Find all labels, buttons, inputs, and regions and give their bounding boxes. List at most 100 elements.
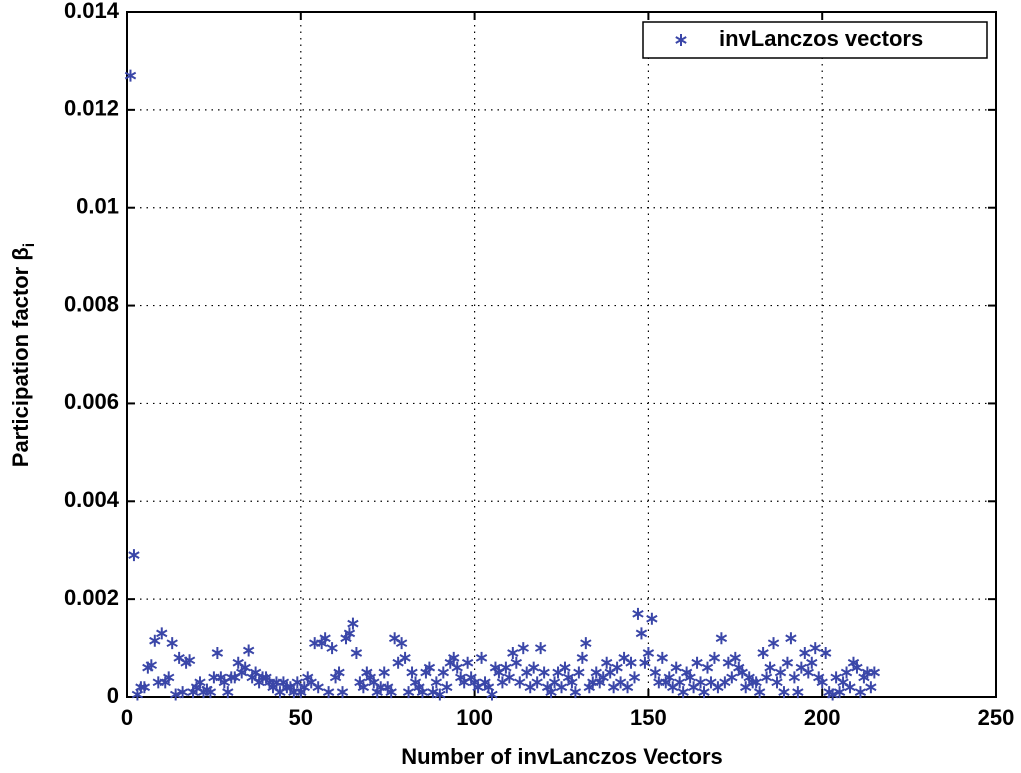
data-point: [204, 686, 217, 699]
data-point: [816, 676, 828, 689]
data-point: [774, 666, 787, 679]
x-tick-label: 100: [456, 705, 493, 730]
y-tick-label: 0.01: [76, 194, 119, 219]
data-point: [781, 656, 794, 669]
data-point: [760, 671, 773, 684]
x-tick-label: 200: [804, 705, 841, 730]
data-point: [809, 642, 821, 655]
data-point: [792, 686, 804, 699]
data-point: [559, 661, 571, 674]
plot-frame: [126, 11, 997, 698]
data-point: [844, 681, 856, 694]
data-point: [670, 661, 682, 674]
data-point: [771, 676, 783, 689]
data-point: [649, 666, 662, 679]
data-point: [785, 632, 797, 645]
data-point: [851, 661, 863, 674]
data-point: [399, 651, 411, 664]
data-point: [163, 671, 175, 684]
data-point: [621, 681, 634, 694]
x-axis-label: Number of invLanczos Vectors: [401, 744, 723, 769]
y-tick-label: 0.014: [64, 0, 120, 23]
y-tick-label: 0: [107, 683, 119, 708]
data-point: [611, 661, 623, 674]
data-point: [715, 632, 728, 645]
data-point: [677, 686, 689, 699]
data-point: [799, 646, 811, 659]
data-point: [322, 686, 335, 699]
data-point: [222, 686, 234, 699]
data-point: [708, 651, 721, 664]
data-point: [128, 549, 140, 562]
data-point: [764, 661, 776, 674]
data-point: [625, 656, 637, 669]
y-axis-label-subscript: i: [21, 243, 38, 247]
data-point: [138, 681, 151, 694]
data-point: [566, 676, 578, 689]
legend-box: [642, 21, 988, 59]
data-point: [441, 681, 453, 694]
data-point: [350, 646, 363, 659]
data-point: [673, 676, 686, 689]
data-point: [416, 686, 429, 699]
x-tick-label: 150: [630, 705, 667, 730]
data-point: [517, 642, 529, 655]
y-tick-label: 0.002: [64, 585, 119, 610]
data-point: [437, 666, 450, 679]
data-point: [503, 671, 516, 684]
data-point: [430, 676, 443, 689]
data-point: [357, 681, 370, 694]
data-point: [753, 686, 766, 699]
data-point: [854, 686, 867, 699]
data-point: [378, 666, 390, 679]
data-point: [729, 651, 741, 664]
data-point: [183, 654, 196, 667]
y-tick-label: 0.012: [64, 96, 119, 121]
data-point: [628, 671, 641, 684]
data-point: [663, 671, 675, 684]
data-point: [538, 666, 550, 679]
y-axis-label-main: Participation factor β: [8, 247, 33, 467]
data-point: [169, 688, 182, 701]
data-point: [406, 666, 418, 679]
data-point: [646, 612, 658, 625]
data-point: [475, 651, 488, 664]
data-point: [691, 656, 703, 669]
data-point: [531, 676, 543, 689]
data-point: [402, 686, 415, 699]
data-point: [156, 627, 168, 640]
data-point: [826, 688, 839, 701]
data-point: [757, 646, 769, 659]
data-point: [545, 686, 557, 699]
data-point: [242, 644, 255, 657]
data-point: [124, 69, 137, 82]
data-point: [600, 656, 613, 669]
data-point: [239, 661, 251, 674]
data-point: [500, 661, 512, 674]
y-tick-label: 0.008: [64, 291, 119, 316]
data-point: [576, 651, 589, 664]
data-point: [868, 666, 881, 679]
data-point: [840, 666, 853, 679]
data-point: [395, 637, 408, 650]
data-point: [451, 661, 463, 674]
data-point: [555, 681, 568, 694]
data-point: [423, 661, 436, 674]
data-point: [510, 656, 523, 669]
data-point: [726, 671, 738, 684]
data-point: [865, 681, 877, 694]
data-point: [176, 686, 189, 699]
data-point: [312, 681, 324, 694]
data-point: [694, 676, 707, 689]
data-point: [833, 686, 846, 699]
data-point: [767, 637, 780, 650]
data-point: [656, 651, 669, 664]
data-point: [806, 656, 818, 669]
data-point: [788, 671, 801, 684]
data-point: [534, 642, 547, 655]
data-point: [385, 686, 397, 699]
x-tick-label: 50: [289, 705, 313, 730]
data-point: [448, 651, 460, 664]
data-point: [347, 617, 359, 630]
